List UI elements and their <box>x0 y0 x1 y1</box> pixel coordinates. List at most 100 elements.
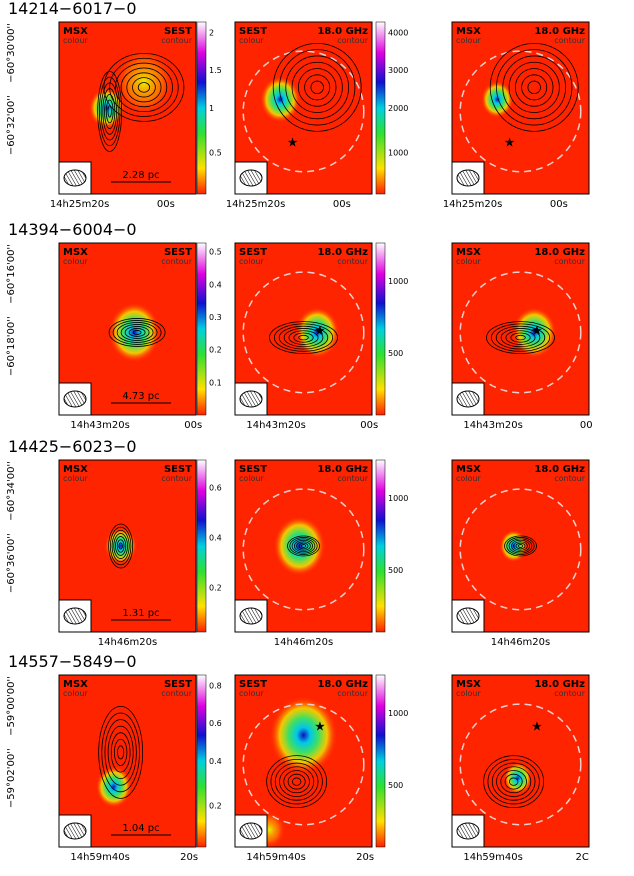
emission-blob <box>104 527 137 565</box>
contour <box>116 539 125 553</box>
primary-beam <box>242 703 365 826</box>
contour <box>504 535 537 557</box>
contour <box>513 541 528 551</box>
beam <box>63 822 87 840</box>
left-sub: colour <box>456 36 481 45</box>
y-tick-label: −60°16'00'' <box>6 244 17 304</box>
contour <box>500 328 541 348</box>
contour <box>491 762 536 801</box>
scale-bar-label: 1.31 pc <box>122 608 159 619</box>
emission-blob <box>108 302 161 363</box>
right-sub: contour <box>337 474 368 483</box>
contour <box>108 318 166 347</box>
left-sub: colour <box>63 689 88 698</box>
contour <box>487 758 540 805</box>
contour <box>110 732 131 773</box>
contour <box>291 777 302 786</box>
contour <box>113 533 128 559</box>
contour <box>521 74 548 101</box>
primary-beam <box>459 703 582 826</box>
y-tick-label: −60°34'00'' <box>6 461 17 521</box>
contour <box>486 321 555 355</box>
scale-bar-label: 1.04 pc <box>122 823 159 834</box>
contour <box>105 99 114 124</box>
colorbar-tick: 1000 <box>388 494 408 503</box>
y-tick-label: −60°32'00'' <box>6 95 17 155</box>
source-name: 14214−6017−0 <box>8 0 137 18</box>
contour <box>114 62 173 113</box>
contour <box>132 77 156 98</box>
right-label: 18.0 GHz <box>317 464 368 475</box>
contour <box>296 541 311 551</box>
contour <box>490 323 551 352</box>
colorbar <box>196 459 207 633</box>
x-tick-label: 14h43m20s <box>70 420 129 431</box>
x-tick-label: 00s <box>184 420 202 431</box>
beam <box>456 822 480 840</box>
x-tick-label: 00s <box>157 199 175 210</box>
contour <box>126 72 162 103</box>
left-sub: colour <box>456 474 481 483</box>
right-sub: contour <box>554 474 585 483</box>
contour <box>517 544 524 548</box>
contour <box>289 537 318 555</box>
contour <box>515 334 526 341</box>
x-tick-label: 00 <box>580 420 593 431</box>
emission-blob <box>273 516 326 576</box>
contour <box>291 61 343 113</box>
left-label: MSX <box>456 247 481 258</box>
contour <box>310 80 324 95</box>
x-tick-label: 14h59m40s <box>463 852 522 863</box>
contour <box>293 539 314 553</box>
colorbar-tick: 2000 <box>388 104 408 113</box>
right-label: SEST <box>164 26 192 37</box>
x-tick-label: 14h25m20s <box>226 199 285 210</box>
beam <box>456 169 480 187</box>
colorbar-tick: 0.2 <box>209 583 222 592</box>
colorbar-tick: 1000 <box>388 277 408 286</box>
right-label: 18.0 GHz <box>317 679 368 690</box>
contour <box>506 537 535 555</box>
contour <box>297 68 337 107</box>
contour <box>118 542 123 550</box>
left-label: MSX <box>456 26 481 37</box>
x-tick-label: 00s <box>360 420 378 431</box>
emission-blob <box>260 76 301 123</box>
beam <box>456 607 480 625</box>
colorbar-tick: 500 <box>388 349 403 358</box>
left-sub: colour <box>456 689 481 698</box>
colorbar-tick: 500 <box>388 566 403 575</box>
contour <box>510 539 531 553</box>
left-sub: colour <box>239 689 264 698</box>
contour <box>132 330 142 335</box>
contour <box>508 538 533 554</box>
contour <box>291 538 316 554</box>
source-name: 14394−6004−0 <box>8 220 137 239</box>
colorbar-tick: 0.3 <box>209 313 222 322</box>
right-sub: contour <box>161 36 192 45</box>
colorbar-tick: 1.5 <box>209 66 222 75</box>
right-sub: contour <box>161 474 192 483</box>
colorbar <box>196 242 207 416</box>
contour <box>112 320 162 345</box>
contour <box>514 68 554 107</box>
left-sub: colour <box>239 36 264 45</box>
colorbar-tick: 0.4 <box>209 280 222 289</box>
scale-bar-label: 2.28 pc <box>122 170 159 181</box>
right-label: 18.0 GHz <box>534 26 585 37</box>
y-tick-label: −60°36'00'' <box>6 533 17 593</box>
colorbar <box>375 459 386 633</box>
contour <box>113 738 128 766</box>
contour <box>109 526 132 566</box>
right-label: SEST <box>164 464 192 475</box>
x-tick-label: 14h46m20s <box>491 637 550 648</box>
contour <box>269 321 338 355</box>
contour <box>104 93 116 129</box>
colorbar-tick: 0.4 <box>209 757 222 766</box>
emission-blob <box>481 81 514 118</box>
